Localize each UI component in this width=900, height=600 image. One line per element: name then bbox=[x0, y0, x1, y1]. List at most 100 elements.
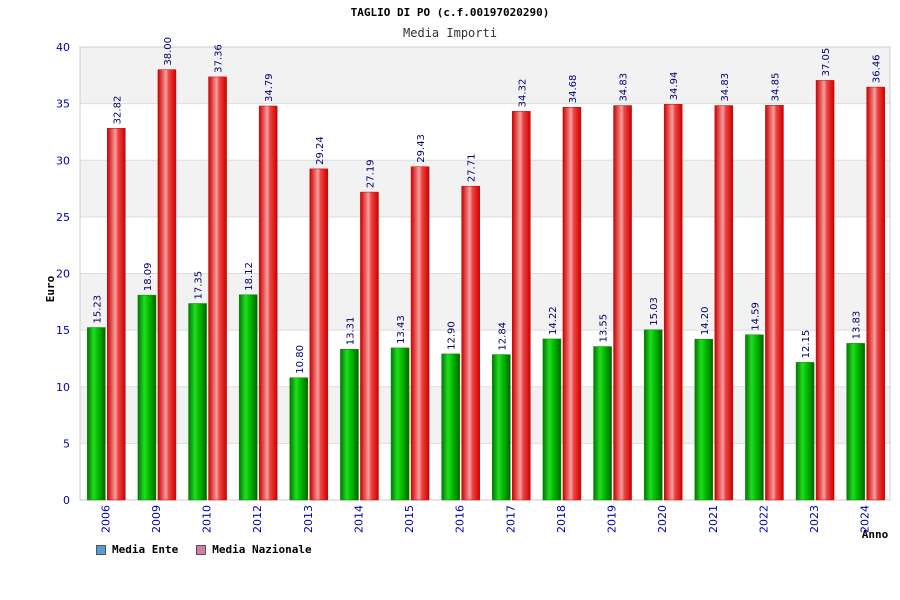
bar-media-nazionale bbox=[461, 185, 480, 501]
x-tick-label: 2009 bbox=[150, 505, 163, 533]
value-label-nazionale: 27.71 bbox=[467, 154, 478, 183]
value-labels: 15.23 32.82 18.09 38.00 17.35 37.36 18.12 34.79… bbox=[92, 37, 882, 374]
chart-subtitle: Media Importi bbox=[403, 26, 497, 40]
y-axis-ticks: 0 5 10 15 20 25 30 35 40 bbox=[56, 41, 70, 507]
bar-media-ente bbox=[745, 334, 764, 501]
x-tick-label: 2013 bbox=[302, 505, 315, 533]
value-label-ente: 12.15 bbox=[801, 330, 812, 359]
y-tick-label: 15 bbox=[56, 324, 70, 337]
bar-media-nazionale bbox=[410, 166, 430, 501]
value-label-ente: 12.84 bbox=[497, 322, 508, 351]
bar-media-nazionale bbox=[360, 191, 379, 501]
legend-label-nazionale: Media Nazionale bbox=[212, 543, 312, 556]
value-label-nazionale: 34.85 bbox=[770, 73, 781, 102]
bar-media-nazionale bbox=[107, 128, 126, 501]
value-label-nazionale: 32.82 bbox=[112, 96, 123, 125]
value-label-ente: 15.03 bbox=[649, 297, 660, 326]
value-label-ente: 13.83 bbox=[852, 311, 863, 340]
y-tick-label: 5 bbox=[63, 437, 70, 450]
value-label-ente: 14.59 bbox=[750, 302, 761, 331]
value-label-nazionale: 29.24 bbox=[315, 136, 326, 165]
bar-media-ente bbox=[137, 294, 157, 501]
value-label-ente: 17.35 bbox=[194, 271, 205, 300]
bar-media-nazionale bbox=[866, 86, 885, 501]
bars bbox=[87, 69, 885, 501]
x-tick-label: 2019 bbox=[606, 505, 619, 533]
bar-media-nazionale bbox=[663, 104, 683, 501]
x-tick-label: 2016 bbox=[454, 505, 467, 533]
value-label-nazionale: 34.32 bbox=[517, 79, 528, 108]
value-label-ente: 12.90 bbox=[447, 321, 458, 350]
value-label-nazionale: 38.00 bbox=[163, 37, 174, 66]
x-tick-label: 2012 bbox=[251, 505, 264, 533]
plot-band bbox=[80, 47, 890, 104]
bar-media-nazionale bbox=[613, 105, 632, 501]
axes bbox=[79, 46, 891, 501]
x-tick-label: 2020 bbox=[656, 505, 669, 533]
value-label-ente: 13.31 bbox=[345, 317, 356, 346]
legend-label-ente: Media Ente bbox=[112, 543, 179, 556]
value-label-ente: 15.23 bbox=[92, 295, 103, 324]
value-label-ente: 14.20 bbox=[700, 307, 711, 336]
bar-media-ente bbox=[694, 338, 714, 501]
bar-media-ente bbox=[441, 353, 460, 501]
bar-media-nazionale bbox=[765, 105, 784, 501]
value-label-nazionale: 29.43 bbox=[416, 134, 427, 163]
bar-media-ente bbox=[188, 303, 207, 501]
bar-media-ente bbox=[593, 346, 612, 501]
x-axis-label: Anno bbox=[862, 528, 889, 541]
value-label-nazionale: 34.83 bbox=[720, 73, 731, 102]
bar-media-ente bbox=[492, 354, 511, 501]
x-axis-ticks: 2006 2009 2010 2012 2013 2014 2015 2016 2017 2018… bbox=[99, 505, 871, 533]
bar-media-ente bbox=[643, 329, 663, 501]
x-tick-label: 2017 bbox=[504, 505, 517, 533]
value-label-ente: 10.80 bbox=[295, 345, 306, 374]
value-label-nazionale: 37.36 bbox=[214, 44, 225, 73]
bar-media-ente bbox=[340, 349, 359, 501]
bar-media-nazionale bbox=[157, 69, 177, 501]
y-axis-label: Euro bbox=[44, 275, 57, 302]
x-tick-label: 2024 bbox=[859, 505, 872, 533]
legend-item-nazionale: Media Nazionale bbox=[196, 543, 312, 556]
legend-swatch-nazionale bbox=[196, 544, 207, 555]
plot-border bbox=[79, 46, 891, 501]
bar-media-ente bbox=[542, 338, 562, 501]
value-label-nazionale: 27.19 bbox=[365, 159, 376, 188]
bar-media-nazionale bbox=[208, 76, 227, 501]
y-tick-label: 35 bbox=[56, 98, 70, 111]
x-tick-label: 2006 bbox=[99, 505, 112, 533]
bar-media-ente bbox=[238, 294, 258, 501]
bar-media-ente bbox=[795, 362, 815, 501]
x-tick-label: 2014 bbox=[352, 505, 365, 533]
value-label-nazionale: 36.46 bbox=[872, 54, 883, 83]
value-label-nazionale: 34.83 bbox=[619, 73, 630, 102]
bar-media-ente bbox=[289, 377, 309, 501]
x-tick-label: 2010 bbox=[201, 505, 214, 533]
x-tick-label: 2022 bbox=[757, 505, 770, 533]
bar-media-nazionale bbox=[562, 106, 582, 501]
x-tick-label: 2023 bbox=[808, 505, 821, 533]
x-tick-label: 2015 bbox=[403, 505, 416, 533]
y-tick-label: 20 bbox=[56, 268, 70, 281]
value-label-ente: 18.09 bbox=[143, 262, 154, 291]
x-tick-label: 2021 bbox=[707, 505, 720, 533]
value-label-nazionale: 34.68 bbox=[568, 75, 579, 104]
value-label-ente: 18.12 bbox=[244, 262, 255, 291]
bar-media-ente bbox=[846, 343, 865, 501]
value-label-nazionale: 34.79 bbox=[264, 73, 275, 102]
bar-media-ente bbox=[87, 327, 106, 501]
chart-title: TAGLIO DI PO (c.f.00197020290) bbox=[350, 6, 550, 19]
y-tick-label: 40 bbox=[56, 41, 70, 54]
bar-media-ente bbox=[390, 347, 410, 501]
bar-media-nazionale bbox=[815, 80, 835, 501]
legend-swatch-ente bbox=[96, 544, 106, 555]
x-tick-label: 2018 bbox=[555, 505, 568, 533]
value-label-ente: 14.22 bbox=[548, 306, 559, 335]
legend-item-ente: Media Ente bbox=[96, 543, 178, 556]
value-label-ente: 13.55 bbox=[599, 314, 610, 343]
legend: Media Ente Media Nazionale bbox=[96, 543, 312, 556]
bar-media-nazionale bbox=[714, 105, 734, 501]
value-label-nazionale: 37.05 bbox=[821, 48, 832, 77]
y-tick-label: 30 bbox=[56, 154, 70, 167]
